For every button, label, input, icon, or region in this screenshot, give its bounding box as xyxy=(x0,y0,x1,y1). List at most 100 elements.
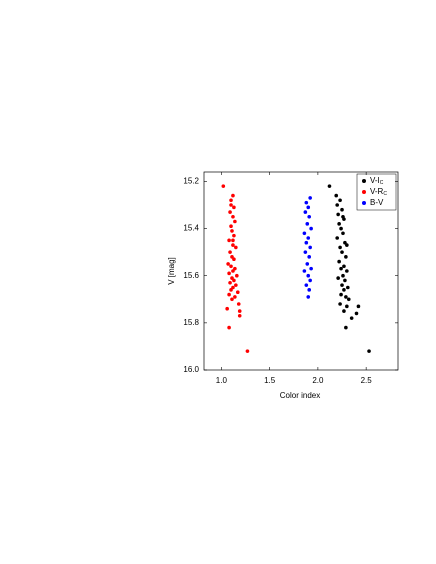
legend-marker xyxy=(362,190,366,194)
data-point xyxy=(342,288,346,292)
data-point xyxy=(305,222,310,226)
data-point xyxy=(229,198,233,203)
data-point xyxy=(232,257,236,262)
y-tick-label: 15.6 xyxy=(183,271,199,280)
data-point xyxy=(342,309,346,313)
data-point xyxy=(231,193,235,198)
x-tick-label: 1.5 xyxy=(264,376,276,385)
y-axis-label: V [mag] xyxy=(167,257,176,285)
data-point xyxy=(308,196,312,200)
data-point xyxy=(346,297,351,302)
y-tick-label: 15.2 xyxy=(183,177,199,186)
legend-marker xyxy=(362,201,366,205)
data-point xyxy=(236,302,241,306)
data-point xyxy=(234,245,238,250)
data-point xyxy=(231,243,235,247)
data-point xyxy=(307,214,312,219)
data-point xyxy=(231,269,235,273)
data-point xyxy=(229,264,233,269)
data-point xyxy=(337,222,341,226)
data-point xyxy=(344,255,348,259)
data-point xyxy=(334,193,339,198)
legend-label: B-V xyxy=(370,198,384,207)
data-point xyxy=(233,295,237,299)
data-point xyxy=(232,278,236,283)
data-point xyxy=(237,313,242,318)
data-point xyxy=(232,205,236,210)
data-point xyxy=(339,226,343,231)
data-point xyxy=(308,278,312,283)
data-point xyxy=(354,311,359,316)
legend-label: V-IC xyxy=(370,176,384,186)
data-point xyxy=(346,285,350,290)
data-point xyxy=(307,255,312,259)
data-point xyxy=(345,304,349,309)
data-point xyxy=(338,245,342,250)
data-point xyxy=(227,238,231,243)
data-point xyxy=(306,236,311,240)
data-point xyxy=(245,349,250,353)
data-point xyxy=(309,226,313,231)
data-point xyxy=(230,297,234,302)
data-point xyxy=(335,236,339,240)
data-point xyxy=(303,250,308,254)
data-point xyxy=(327,184,332,188)
x-axis-label: Color index xyxy=(280,391,320,400)
data-point xyxy=(231,238,235,243)
data-point xyxy=(306,273,311,278)
data-point xyxy=(306,205,311,210)
data-point xyxy=(234,283,238,287)
data-point xyxy=(228,250,232,254)
data-point xyxy=(308,245,312,250)
data-point xyxy=(343,278,347,283)
data-point xyxy=(221,184,226,188)
data-point xyxy=(345,269,349,273)
data-point xyxy=(231,214,235,219)
data-point xyxy=(233,219,237,224)
data-point xyxy=(344,325,348,330)
data-point xyxy=(307,288,312,292)
y-tick-label: 16.0 xyxy=(183,365,199,374)
data-point xyxy=(340,207,344,212)
data-point xyxy=(339,266,343,271)
data-point xyxy=(345,243,349,247)
data-point xyxy=(237,309,242,313)
data-point xyxy=(302,231,307,236)
data-point xyxy=(235,273,239,278)
data-point xyxy=(339,292,343,297)
data-point xyxy=(338,302,342,306)
plot-frame xyxy=(203,171,399,371)
x-tick-label: 1.0 xyxy=(216,376,228,385)
data-point xyxy=(341,214,345,219)
data-point xyxy=(304,240,309,245)
data-point xyxy=(228,280,232,285)
data-point xyxy=(338,198,342,203)
data-point xyxy=(229,224,233,229)
data-point xyxy=(306,295,311,299)
data-point xyxy=(227,271,231,276)
data-point xyxy=(342,264,346,269)
data-point xyxy=(344,295,348,299)
data-point xyxy=(304,200,309,205)
data-point xyxy=(302,269,307,273)
y-tick-label: 15.8 xyxy=(183,318,199,327)
y-tick-label: 15.4 xyxy=(183,224,199,233)
data-point xyxy=(336,212,340,217)
data-point xyxy=(228,210,232,214)
data-point xyxy=(304,283,309,287)
data-point xyxy=(232,233,236,238)
data-point xyxy=(303,210,308,214)
data-point xyxy=(341,273,345,278)
data-point xyxy=(229,203,233,207)
x-tick-label: 2.0 xyxy=(312,376,324,385)
data-point xyxy=(335,203,339,207)
data-point xyxy=(349,316,354,320)
data-point xyxy=(230,229,234,233)
data-point xyxy=(309,266,313,271)
data-point xyxy=(341,231,345,236)
data-point xyxy=(229,288,233,292)
data-point xyxy=(336,276,340,280)
data-point xyxy=(340,250,344,254)
data-point xyxy=(340,283,344,287)
data-point xyxy=(235,290,240,295)
